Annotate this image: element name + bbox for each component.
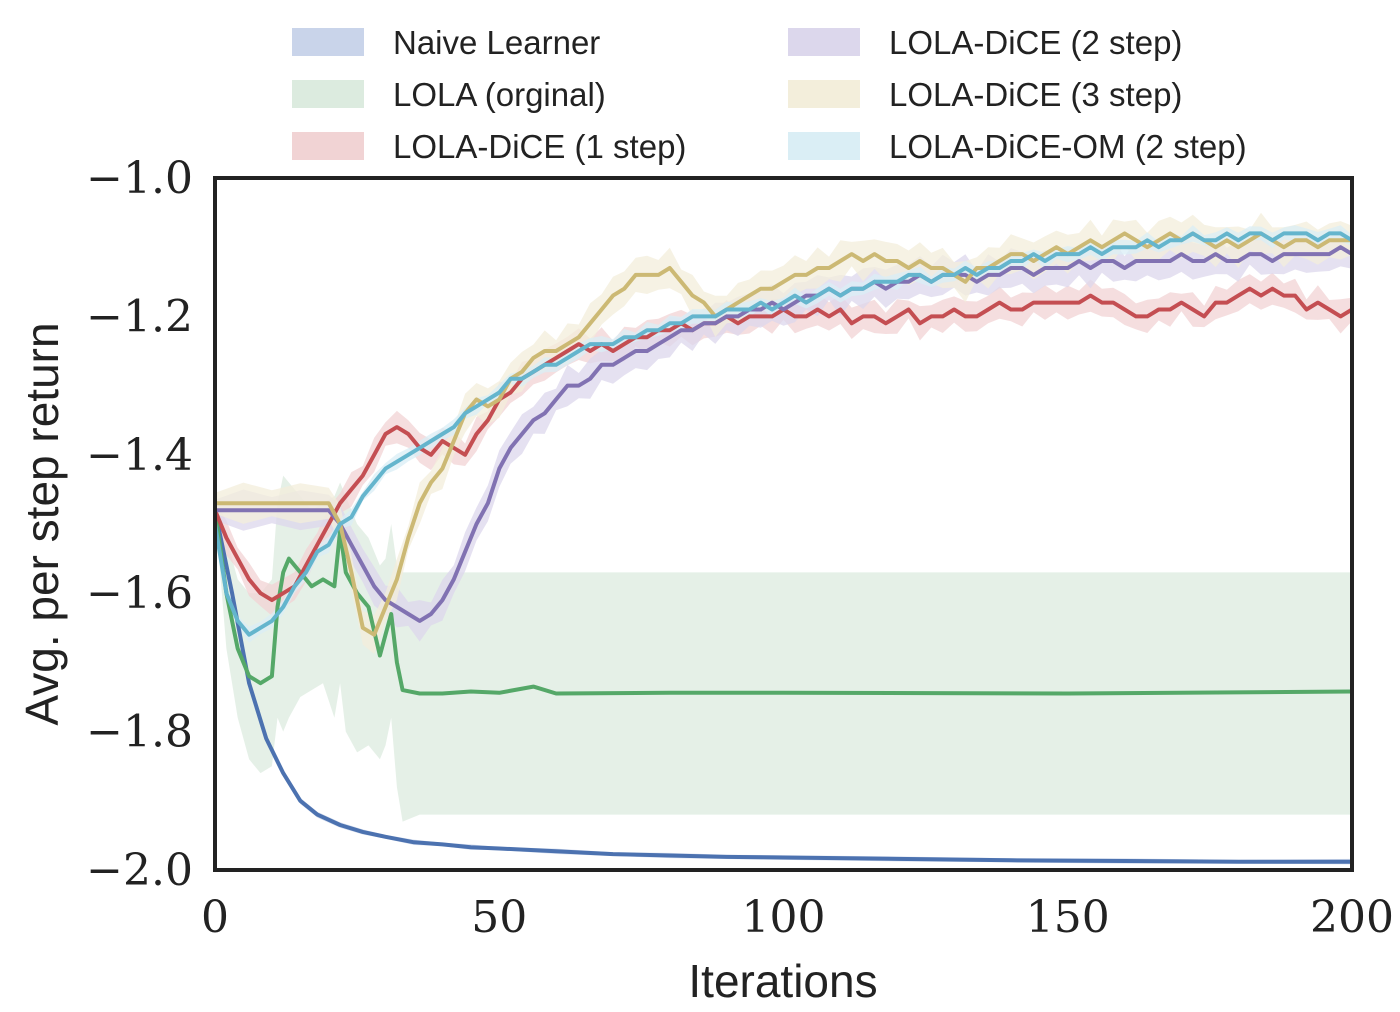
- legend-label-naive-learner: Naive Learner: [393, 24, 600, 61]
- band-lola-dice-1-step: [215, 272, 1352, 616]
- line-naive-learner: [213, 509, 1352, 864]
- x-tick-label: 200: [1310, 892, 1394, 943]
- legend: Naive Learner LOLA (orginal) LOLA-DiCE (1 …: [292, 24, 1247, 165]
- y-tick-label: −1.8: [86, 707, 193, 758]
- legend-label-lola-dice-3-step: LOLA-DiCE (3 step): [889, 76, 1182, 113]
- x-tick-label: 150: [1026, 892, 1110, 943]
- legend-swatch-lola-dice-2-step: [788, 28, 860, 56]
- y-axis-ticks: −1.0 −1.2 −1.4 −1.6 −1.8 −2.0: [86, 153, 193, 896]
- x-tick-label: 100: [742, 892, 826, 943]
- line-lola-orginal: [213, 509, 1353, 696]
- y-tick-label: −1.0: [86, 153, 193, 204]
- line-lola-dice-om-2-step: [213, 231, 1354, 637]
- legend-swatch-lola-orginal: [292, 80, 364, 108]
- x-axis-label: Iterations: [688, 955, 877, 1007]
- y-axis-label: Avg. per step return: [16, 322, 68, 725]
- x-axis-ticks: 0 50 100 150 200: [201, 892, 1394, 943]
- legend-swatch-lola-dice-om-2-step: [788, 132, 860, 160]
- legend-swatch-lola-dice-1-step: [292, 132, 364, 160]
- band-lola-dice-3-step: [215, 212, 1352, 654]
- y-tick-label: −1.2: [86, 291, 193, 342]
- y-tick-label: −2.0: [86, 845, 193, 896]
- y-tick-label: −1.4: [86, 430, 193, 481]
- y-tick-label: −1.6: [86, 568, 193, 619]
- legend-label-lola-dice-om-2-step: LOLA-DiCE-OM (2 step): [889, 128, 1247, 165]
- legend-label-lola-dice-1-step: LOLA-DiCE (1 step): [393, 128, 686, 165]
- x-tick-label: 0: [201, 892, 229, 943]
- legend-swatch-naive-learner: [292, 28, 364, 56]
- band-lola-orginal: [215, 475, 1352, 822]
- legend-swatch-lola-dice-3-step: [788, 80, 860, 108]
- legend-label-lola-dice-2-step: LOLA-DiCE (2 step): [889, 24, 1182, 61]
- x-tick-label: 50: [471, 892, 527, 943]
- line-lola-dice-3-step: [215, 231, 1352, 637]
- series-lines: [213, 231, 1354, 864]
- plot-frame: [213, 176, 1354, 872]
- legend-label-lola-orginal: LOLA (orginal): [393, 76, 606, 113]
